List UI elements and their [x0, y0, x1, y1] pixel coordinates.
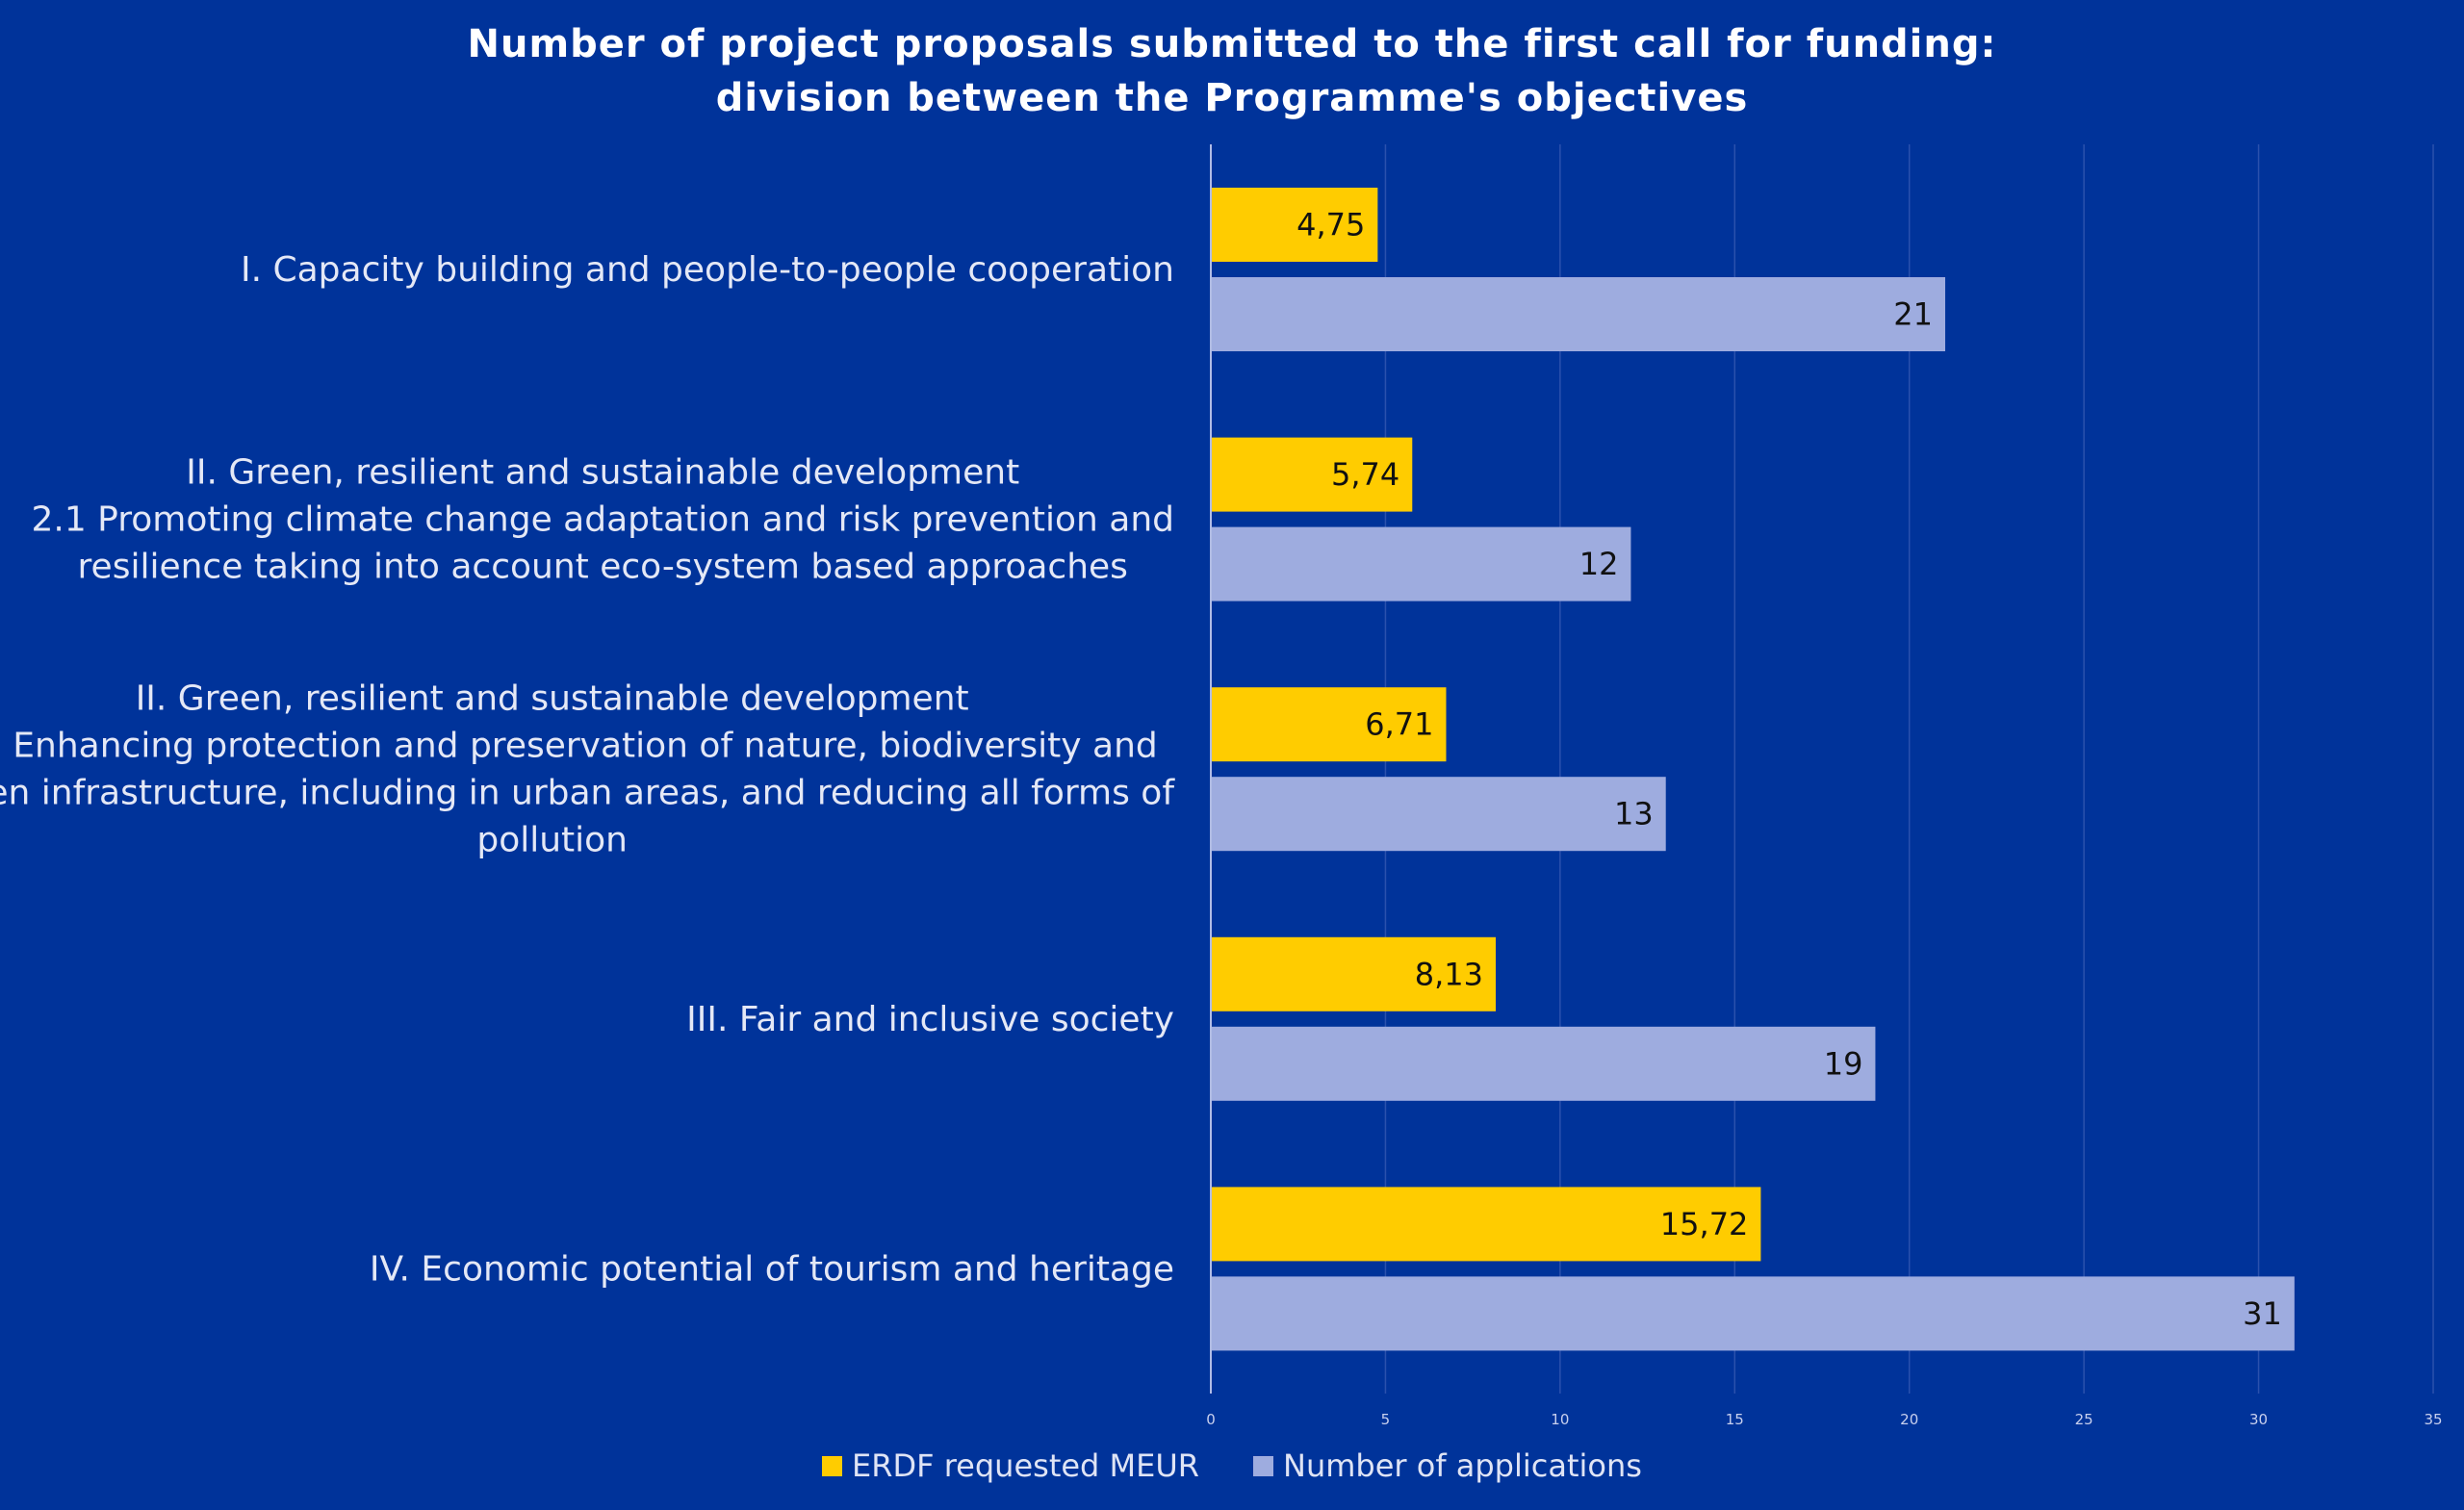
bar-erdf — [1212, 687, 1447, 762]
bar-erdf — [1212, 936, 1497, 1011]
bar-applications — [1212, 277, 1945, 351]
bar-applications — [1212, 1026, 1876, 1101]
legend-item-applications: Number of applications — [1253, 1447, 1642, 1484]
x-tick-label: 5 — [1381, 1411, 1391, 1428]
bar-applications — [1212, 1276, 2295, 1351]
legend-swatch-erdf — [822, 1455, 843, 1476]
category-label: III. Fair and inclusive society — [686, 1000, 1174, 1039]
category-label: I. Capacity building and people-to-peopl… — [241, 250, 1174, 290]
legend: ERDF requested MEUR Number of applicatio… — [0, 1447, 2464, 1484]
data-label: 6,71 — [1365, 706, 1433, 743]
category-label: 2.1 Promoting climate change adaptation … — [31, 500, 1174, 540]
category-label: resilience taking into account eco-syste… — [78, 548, 1128, 587]
x-tick-label: 25 — [2075, 1411, 2093, 1428]
category-label: II. Green, resilient and sustainable dev… — [186, 453, 1019, 493]
bar-erdf — [1212, 437, 1413, 512]
x-tick-label: 15 — [1726, 1411, 1744, 1428]
bar-applications — [1212, 777, 1666, 852]
data-label: 12 — [1579, 546, 1619, 582]
bar-applications — [1212, 526, 1631, 601]
data-label: 15,72 — [1660, 1206, 1749, 1242]
bar-erdf — [1212, 1187, 1761, 1262]
legend-label-erdf: ERDF requested MEUR — [852, 1447, 1200, 1484]
x-tick-label: 20 — [1900, 1411, 1918, 1428]
data-label: 31 — [2243, 1295, 2282, 1332]
chart-title-line-2: division between the Programme's objecti… — [715, 76, 1749, 120]
x-tick-label: 30 — [2249, 1411, 2268, 1428]
data-label: 5,74 — [1331, 456, 1399, 493]
bar-chart: 0 5 10 15 20 25 30 35 4,75 21 I. Capacity building… — [0, 144, 2443, 1428]
category-label: pollution — [476, 821, 628, 860]
legend-label-applications: Number of applications — [1283, 1447, 1642, 1484]
category-label: 2.2 Enhancing protection and preservatio… — [0, 727, 1158, 766]
chart-title: Number of project proposals submitted to… — [0, 17, 2464, 125]
legend-item-erdf: ERDF requested MEUR — [822, 1447, 1199, 1484]
x-tick-label: 35 — [2424, 1411, 2442, 1428]
x-tick-label: 0 — [1206, 1411, 1216, 1428]
data-label: 4,75 — [1296, 207, 1365, 243]
category-label: green infrastructure, including in urban… — [0, 774, 1175, 813]
x-tick-label: 10 — [1551, 1411, 1569, 1428]
category-label: IV. Economic potential of tourism and he… — [370, 1249, 1174, 1289]
chart-title-line-1: Number of project proposals submitted to… — [467, 22, 1997, 66]
bar-erdf — [1212, 188, 1378, 262]
category-label: II. Green, resilient and sustainable dev… — [136, 679, 969, 719]
data-label: 13 — [1614, 796, 1654, 832]
data-label: 21 — [1893, 296, 1933, 333]
data-label: 19 — [1824, 1045, 1863, 1082]
data-label: 8,13 — [1415, 956, 1483, 992]
legend-swatch-applications — [1253, 1455, 1274, 1476]
